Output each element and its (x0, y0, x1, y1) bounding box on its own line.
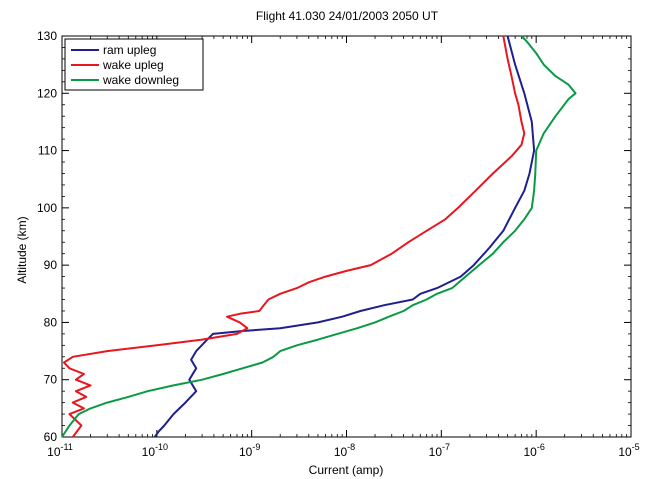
chart-title: Flight 41.030 24/01/2003 2050 UT (256, 9, 439, 23)
y-tick-label: 110 (38, 144, 57, 158)
legend-label: wake upleg (102, 58, 164, 72)
series-line-1 (153, 35, 536, 438)
x-tick-label: 10-5 (618, 442, 639, 459)
x-axis-label: Current (amp) (309, 463, 384, 477)
y-axis: 60 70 80 90 100 110 120 130 (37, 29, 631, 444)
x-tick-label: 10-8 (334, 442, 355, 459)
x-tick-label: 10-6 (523, 442, 544, 459)
x-tick-label: 10-10 (142, 442, 168, 459)
plot-frame (61, 35, 632, 438)
y-tick-label: 60 (44, 430, 58, 444)
x-axis: 10-11 10-10 10-9 10-8 10-7 10-6 10-5 (47, 36, 640, 459)
y-tick-label: 120 (37, 86, 57, 100)
y-tick-label: 80 (44, 315, 58, 329)
legend-label: wake downleg (102, 73, 179, 87)
x-tick-label: 10-11 (47, 442, 73, 459)
x-tick-label: 10-9 (239, 442, 260, 459)
series-line-3 (61, 35, 577, 438)
x-tick-label: 10-7 (429, 442, 450, 459)
legend-label: ram upleg (103, 43, 156, 57)
y-axis-label: Altitude (km) (15, 216, 29, 283)
series-line-2 (63, 35, 526, 438)
y-tick-label: 70 (44, 373, 58, 387)
y-tick-label: 90 (44, 258, 58, 272)
series-layer (61, 35, 577, 438)
plot-area (61, 35, 632, 438)
y-tick-label: 130 (37, 29, 57, 43)
y-tick-label: 100 (37, 201, 57, 215)
